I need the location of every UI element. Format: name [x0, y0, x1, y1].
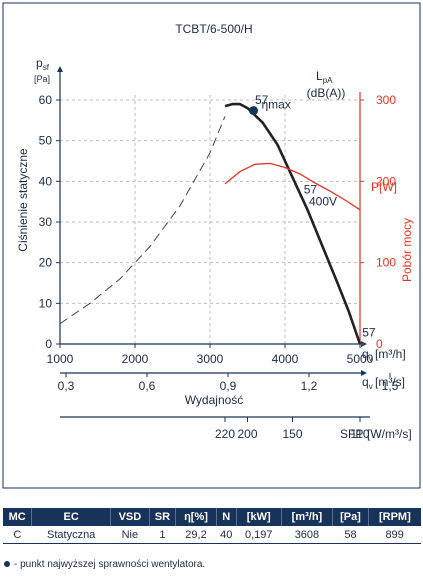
- x-axis-unit: [m³/h]: [375, 347, 406, 361]
- sfp-tick-label: 220: [215, 427, 235, 441]
- y-tick-label: 10: [39, 296, 53, 310]
- specs-data-row: C Statyczna Nie 1 29,2 40 0,197 3608 58 899: [3, 526, 421, 544]
- y-right-axis-label: Pobór mocy: [400, 218, 414, 282]
- y-axis-label: Ciśnienie statyczne: [16, 148, 30, 252]
- x-tick-label: 4000: [272, 352, 299, 366]
- footnote: - punkt najwyższej sprawności wentylator…: [4, 559, 205, 570]
- y-tick-label: 40: [39, 174, 53, 188]
- y-axis-arrow-icon: [57, 66, 63, 72]
- specs-header-cell: [RPM]: [368, 508, 421, 526]
- sfp-axis-unit: [W/m³/s]: [367, 427, 412, 441]
- y-axis-unit: [Pa]: [34, 74, 50, 84]
- y-right-tick-label: 200: [376, 174, 396, 188]
- specs-cell: C: [3, 526, 32, 544]
- max-efficiency-label: ηmax: [262, 98, 291, 112]
- lpa-symbol: LpA: [316, 69, 333, 85]
- x-tick-label: 1000: [47, 352, 74, 366]
- specs-header-cell: [Pa]: [332, 508, 369, 526]
- noise-label: 57: [304, 183, 318, 197]
- specs-table: MC EC VSD SR η[%] N [kW] [m³/h] [Pa] [RPM] C Staty…: [3, 508, 421, 544]
- specs-cell: 40: [216, 526, 237, 544]
- specs-header-cell: SR: [149, 508, 177, 526]
- sfp-tick-label: 150: [282, 427, 302, 441]
- lpa-unit: (dB(A)): [307, 86, 346, 100]
- specs-header-cell: EC: [31, 508, 112, 526]
- specs-header-cell: MC: [3, 508, 33, 526]
- y-tick-label: 30: [39, 215, 53, 229]
- x-tick-label: 5000: [347, 352, 374, 366]
- chart-title: TCBT/6-500/H: [175, 22, 252, 36]
- y-right-tick-label: 0: [376, 337, 383, 351]
- sfp-axis-label: SFP: [340, 427, 363, 441]
- y-right-tick-label: 300: [376, 93, 396, 107]
- specs-cell: Statyczna: [31, 526, 111, 544]
- specs-header-cell: [m³/h]: [281, 508, 334, 526]
- specs-header-row: MC EC VSD SR η[%] N [kW] [m³/h] [Pa] [RPM]: [3, 508, 421, 526]
- y-axis-symbol: psf: [36, 56, 50, 72]
- noise-label: 57: [255, 93, 269, 107]
- noise-label: 57: [362, 326, 376, 340]
- x2-tick-label: 1,2: [301, 379, 318, 393]
- specs-cell: 29,2: [175, 526, 217, 544]
- series-power-line: [224, 162, 361, 211]
- y-right-axis-title: P[W]: [371, 180, 397, 194]
- plot-area: 0 10 20 30 40 50 60 psf [Pa] Ciśnienie statyczne 0…: [16, 56, 414, 441]
- chart-frame: TCBT/6-500/H 0 10 20 30 40 50 60 psf [Pa] Ciśnien…: [2, 2, 421, 489]
- x2-axis-arrow-icon: [361, 370, 367, 376]
- x2-tick-label: 0,9: [220, 379, 237, 393]
- specs-cell: Nie: [110, 526, 150, 544]
- specs-cell: 1: [149, 526, 176, 544]
- max-efficiency-point: [249, 106, 258, 116]
- x-tick-label: 2000: [122, 352, 149, 366]
- specs-cell: 3608: [281, 526, 333, 544]
- x2-axis-unit: [m³/s]: [375, 375, 405, 389]
- y-right-tick-label: 100: [376, 256, 396, 270]
- voltage-label: 400V: [309, 194, 337, 208]
- x2-tick-label: 0,6: [139, 379, 156, 393]
- specs-cell: 899: [368, 526, 421, 544]
- x-axis-symbol: qv: [362, 347, 373, 363]
- series-pressure_unstable-line: [59, 116, 226, 325]
- sfp-tick-label: 200: [237, 427, 257, 441]
- y-tick-label: 60: [39, 93, 53, 107]
- x2-axis-label: Wydajność: [185, 393, 244, 407]
- series-pressure-line: [224, 102, 362, 345]
- y-tick-label: 20: [39, 256, 53, 270]
- specs-header-cell: VSD: [110, 508, 150, 526]
- x-tick-label: 3000: [197, 352, 224, 366]
- footnote-text: - punkt najwyższej sprawności wentylator…: [14, 559, 206, 570]
- sfp-tick-label: 110: [350, 427, 369, 441]
- fan-performance-chart: TCBT/6-500/H 0 10 20 30 40 50 60 psf [Pa] Ciśnien…: [2, 2, 421, 489]
- specs-header-cell: N: [216, 508, 237, 526]
- specs-header-cell: [kW]: [236, 508, 282, 526]
- max-efficiency-dot-icon: [4, 561, 10, 568]
- y-tick-label: 50: [39, 134, 53, 148]
- y-tick-label: 0: [45, 337, 52, 351]
- chart-border: [2, 2, 421, 489]
- x2-axis-symbol: qv: [362, 375, 373, 391]
- specs-header-cell: η[%]: [175, 508, 217, 526]
- specs-cell: 0,197: [236, 526, 282, 544]
- specs-cell: 58: [332, 526, 369, 544]
- x2-tick-label: 1,5: [382, 379, 399, 393]
- x2-tick-label: 0,3: [58, 379, 75, 393]
